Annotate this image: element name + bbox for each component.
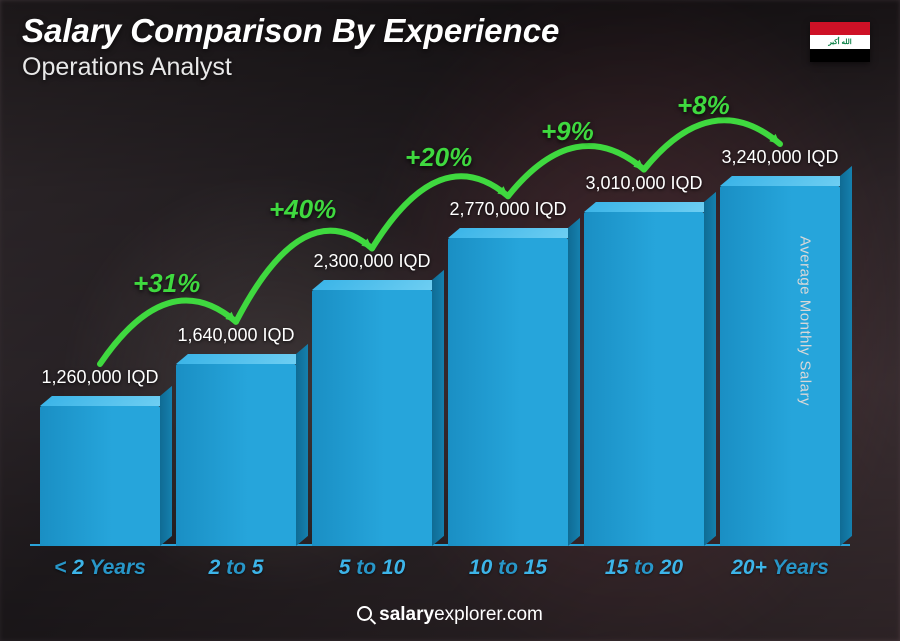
footer: salaryexplorer.com: [0, 604, 900, 629]
search-icon: [357, 606, 375, 624]
bar: [40, 406, 160, 546]
bar-top-face: [40, 396, 172, 406]
bar-column: 3,010,000 IQD15 to 20: [584, 212, 704, 546]
bar-value-label: 2,300,000 IQD: [292, 251, 452, 272]
flag-stripe-top: [810, 22, 870, 35]
flag-script: الله أكبر: [810, 35, 870, 48]
y-axis-label: Average Monthly Salary: [797, 236, 814, 406]
growth-badge: +20%: [405, 142, 472, 173]
bar-x-label: 2 to 5: [209, 556, 264, 580]
bar-side-face: [568, 218, 580, 546]
title-subtitle: Operations Analyst: [22, 53, 559, 82]
bar-top-face: [584, 202, 716, 212]
bar-x-label: 20+ Years: [731, 556, 829, 580]
bar-column: 3,240,000 IQD20+ Years: [720, 186, 840, 546]
bar-column: 1,260,000 IQD< 2 Years: [40, 406, 160, 546]
bar-value-label: 1,640,000 IQD: [156, 325, 316, 346]
brand-logo: salaryexplorer.com: [357, 604, 543, 626]
flag-stripe-bot: [810, 49, 870, 62]
bar: [448, 238, 568, 546]
bar-side-face: [296, 344, 308, 546]
bar: [584, 212, 704, 546]
growth-badge: +8%: [677, 90, 730, 121]
bar-value-label: 3,240,000 IQD: [700, 147, 860, 168]
title-main: Salary Comparison By Experience: [22, 14, 559, 49]
brand-bold: salary: [379, 604, 434, 625]
bar: [176, 364, 296, 546]
bar-column: 2,300,000 IQD5 to 10: [312, 290, 432, 546]
bar: [720, 186, 840, 546]
brand-text: salaryexplorer.com: [379, 604, 543, 626]
brand-rest: explorer.com: [434, 604, 543, 625]
bar-top-face: [720, 176, 852, 186]
bar-side-face: [160, 386, 172, 546]
bar-side-face: [840, 166, 852, 546]
bar-top-face: [448, 228, 580, 238]
bar-column: 1,640,000 IQD2 to 5: [176, 364, 296, 546]
title-block: Salary Comparison By Experience Operatio…: [22, 14, 559, 82]
bar: [312, 290, 432, 546]
bar-value-label: 1,260,000 IQD: [20, 367, 180, 388]
bar-side-face: [704, 191, 716, 546]
chart-area: 1,260,000 IQD< 2 Years1,640,000 IQD2 to …: [40, 110, 840, 576]
bar-column: 2,770,000 IQD10 to 15: [448, 238, 568, 546]
bar-x-label: 5 to 10: [339, 556, 406, 580]
bar-value-label: 2,770,000 IQD: [428, 199, 588, 220]
bar-x-label: 10 to 15: [469, 556, 547, 580]
growth-badge: +40%: [269, 194, 336, 225]
bar-x-label: 15 to 20: [605, 556, 683, 580]
bars-container: 1,260,000 IQD< 2 Years1,640,000 IQD2 to …: [40, 110, 840, 546]
bar-top-face: [312, 280, 444, 290]
bar-value-label: 3,010,000 IQD: [564, 173, 724, 194]
bar-top-face: [176, 354, 308, 364]
growth-badge: +9%: [541, 116, 594, 147]
bar-x-label: < 2 Years: [54, 556, 146, 580]
flag-iraq: الله أكبر: [810, 22, 870, 62]
growth-badge: +31%: [133, 268, 200, 299]
infographic-canvas: Salary Comparison By Experience Operatio…: [0, 0, 900, 641]
bar-side-face: [432, 270, 444, 546]
